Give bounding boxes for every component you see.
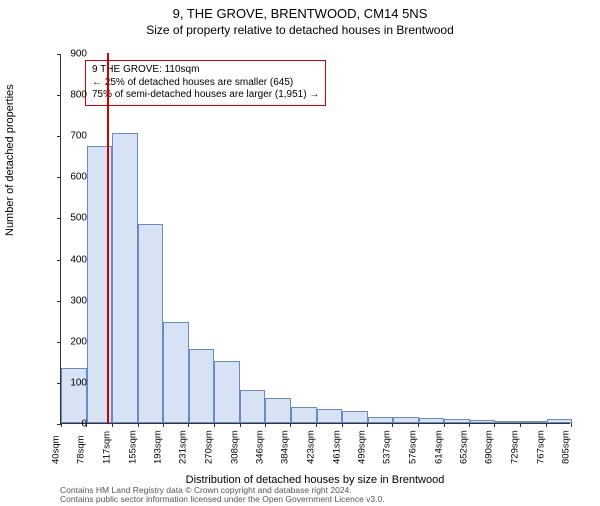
annotation-line2: ← 25% of detached houses are smaller (64…: [92, 77, 319, 90]
histogram-bar: [240, 390, 266, 423]
x-tick-label: 805sqm: [560, 430, 571, 464]
annotation-line1: 9 THE GROVE: 110sqm: [92, 64, 319, 77]
x-tick-label: 346sqm: [254, 430, 265, 464]
annotation-line3: 75% of semi-detached houses are larger (…: [92, 89, 319, 102]
x-tick-mark: [214, 423, 215, 427]
histogram-bar: [393, 417, 419, 423]
histogram-bar: [470, 420, 496, 423]
x-tick-mark: [265, 423, 266, 427]
chart-subtitle: Size of property relative to detached ho…: [0, 23, 600, 37]
x-tick-label: 193sqm: [152, 430, 163, 464]
x-tick-mark: [367, 423, 368, 427]
x-tick-mark: [240, 423, 241, 427]
x-tick-label: 499sqm: [356, 430, 367, 464]
histogram-bar: [368, 417, 394, 423]
histogram-bar: [317, 409, 343, 423]
y-tick-label: 700: [47, 131, 87, 142]
x-tick-label: 537sqm: [382, 430, 393, 464]
x-tick-label: 729sqm: [510, 430, 521, 464]
x-tick-mark: [546, 423, 547, 427]
plot-area: 9 THE GROVE: 110sqm ← 25% of detached ho…: [60, 54, 570, 424]
x-tick-mark: [138, 423, 139, 427]
y-tick-label: 500: [47, 213, 87, 224]
x-tick-label: 270sqm: [204, 430, 215, 464]
x-tick-mark: [520, 423, 521, 427]
x-tick-mark: [112, 423, 113, 427]
x-tick-mark: [163, 423, 164, 427]
histogram-bar: [189, 349, 215, 423]
histogram-bar: [138, 224, 164, 423]
histogram-bar: [61, 368, 87, 424]
x-tick-mark: [469, 423, 470, 427]
x-tick-label: 308sqm: [229, 430, 240, 464]
x-tick-label: 461sqm: [331, 430, 342, 464]
x-tick-mark: [444, 423, 445, 427]
y-tick-label: 800: [47, 90, 87, 101]
histogram-bar: [547, 419, 573, 423]
histogram-bar: [163, 322, 189, 423]
y-tick-label: 900: [47, 49, 87, 60]
chart-container: { "titles": { "line1": "9, THE GROVE, BR…: [0, 6, 600, 506]
x-tick-label: 117sqm: [102, 431, 113, 464]
x-tick-label: 767sqm: [535, 430, 546, 464]
x-tick-mark: [571, 423, 572, 427]
x-tick-label: 614sqm: [433, 430, 444, 464]
x-tick-label: 40sqm: [50, 435, 61, 464]
histogram-bar: [265, 398, 291, 423]
x-tick-label: 576sqm: [408, 430, 419, 464]
x-tick-label: 155sqm: [127, 430, 138, 464]
histogram-bar: [342, 411, 368, 423]
marker-line: [107, 53, 109, 423]
footer-line2: Contains public sector information licen…: [60, 494, 385, 504]
x-tick-mark: [392, 423, 393, 427]
x-tick-label: 423sqm: [306, 430, 317, 464]
y-tick-label: 0: [47, 419, 87, 430]
chart-title-address: 9, THE GROVE, BRENTWOOD, CM14 5NS: [0, 6, 600, 21]
y-tick-label: 100: [47, 377, 87, 388]
x-tick-label: 690sqm: [484, 430, 495, 464]
x-tick-mark: [290, 423, 291, 427]
annotation-box: 9 THE GROVE: 110sqm ← 25% of detached ho…: [85, 60, 326, 106]
histogram-bar: [444, 419, 470, 423]
y-tick-label: 400: [47, 254, 87, 265]
y-tick-label: 600: [47, 172, 87, 183]
histogram-bar: [291, 407, 317, 423]
y-tick-label: 200: [47, 336, 87, 347]
x-tick-mark: [188, 423, 189, 427]
x-tick-mark: [316, 423, 317, 427]
x-tick-mark: [494, 423, 495, 427]
x-tick-label: 652sqm: [458, 430, 469, 464]
x-tick-label: 231sqm: [178, 430, 189, 464]
y-axis-label: Number of detached properties: [4, 84, 16, 236]
histogram-bar: [419, 418, 445, 423]
histogram-bar: [112, 133, 138, 423]
histogram-bar: [521, 421, 547, 423]
x-tick-mark: [342, 423, 343, 427]
x-tick-mark: [418, 423, 419, 427]
x-tick-label: 384sqm: [280, 430, 291, 464]
footer-attribution: Contains HM Land Registry data © Crown c…: [60, 486, 588, 504]
histogram-bar: [495, 421, 521, 423]
x-tick-label: 78sqm: [76, 435, 87, 464]
histogram-bar: [214, 361, 240, 423]
y-tick-label: 300: [47, 295, 87, 306]
